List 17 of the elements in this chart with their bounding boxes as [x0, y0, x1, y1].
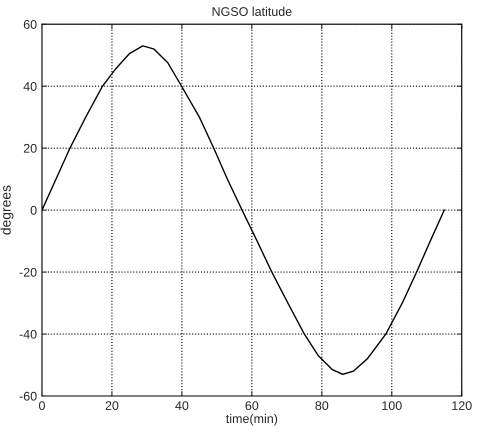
x-tick-label: 80	[315, 401, 328, 410]
x-tick-label: 20	[106, 401, 118, 410]
y-tick-label: 20	[24, 144, 37, 153]
y-tick-label: -40	[20, 330, 37, 339]
y-tick-label: 40	[24, 82, 37, 91]
x-tick-label: 60	[246, 401, 258, 410]
x-tick-label: 100	[382, 401, 402, 410]
y-axis-title: degrees	[0, 186, 14, 235]
x-axis-title: time(min)	[226, 414, 278, 426]
y-tick-label: -20	[20, 268, 37, 277]
x-tick-label: 40	[175, 401, 188, 410]
y-tick-label: 0	[30, 206, 37, 215]
y-tick-label: -60	[20, 392, 37, 401]
y-tick-label: 60	[24, 20, 37, 29]
x-tick-label: 0	[38, 401, 45, 410]
chart-title: NGSO latitude	[212, 6, 292, 16]
x-tick-label: 120	[452, 401, 472, 410]
